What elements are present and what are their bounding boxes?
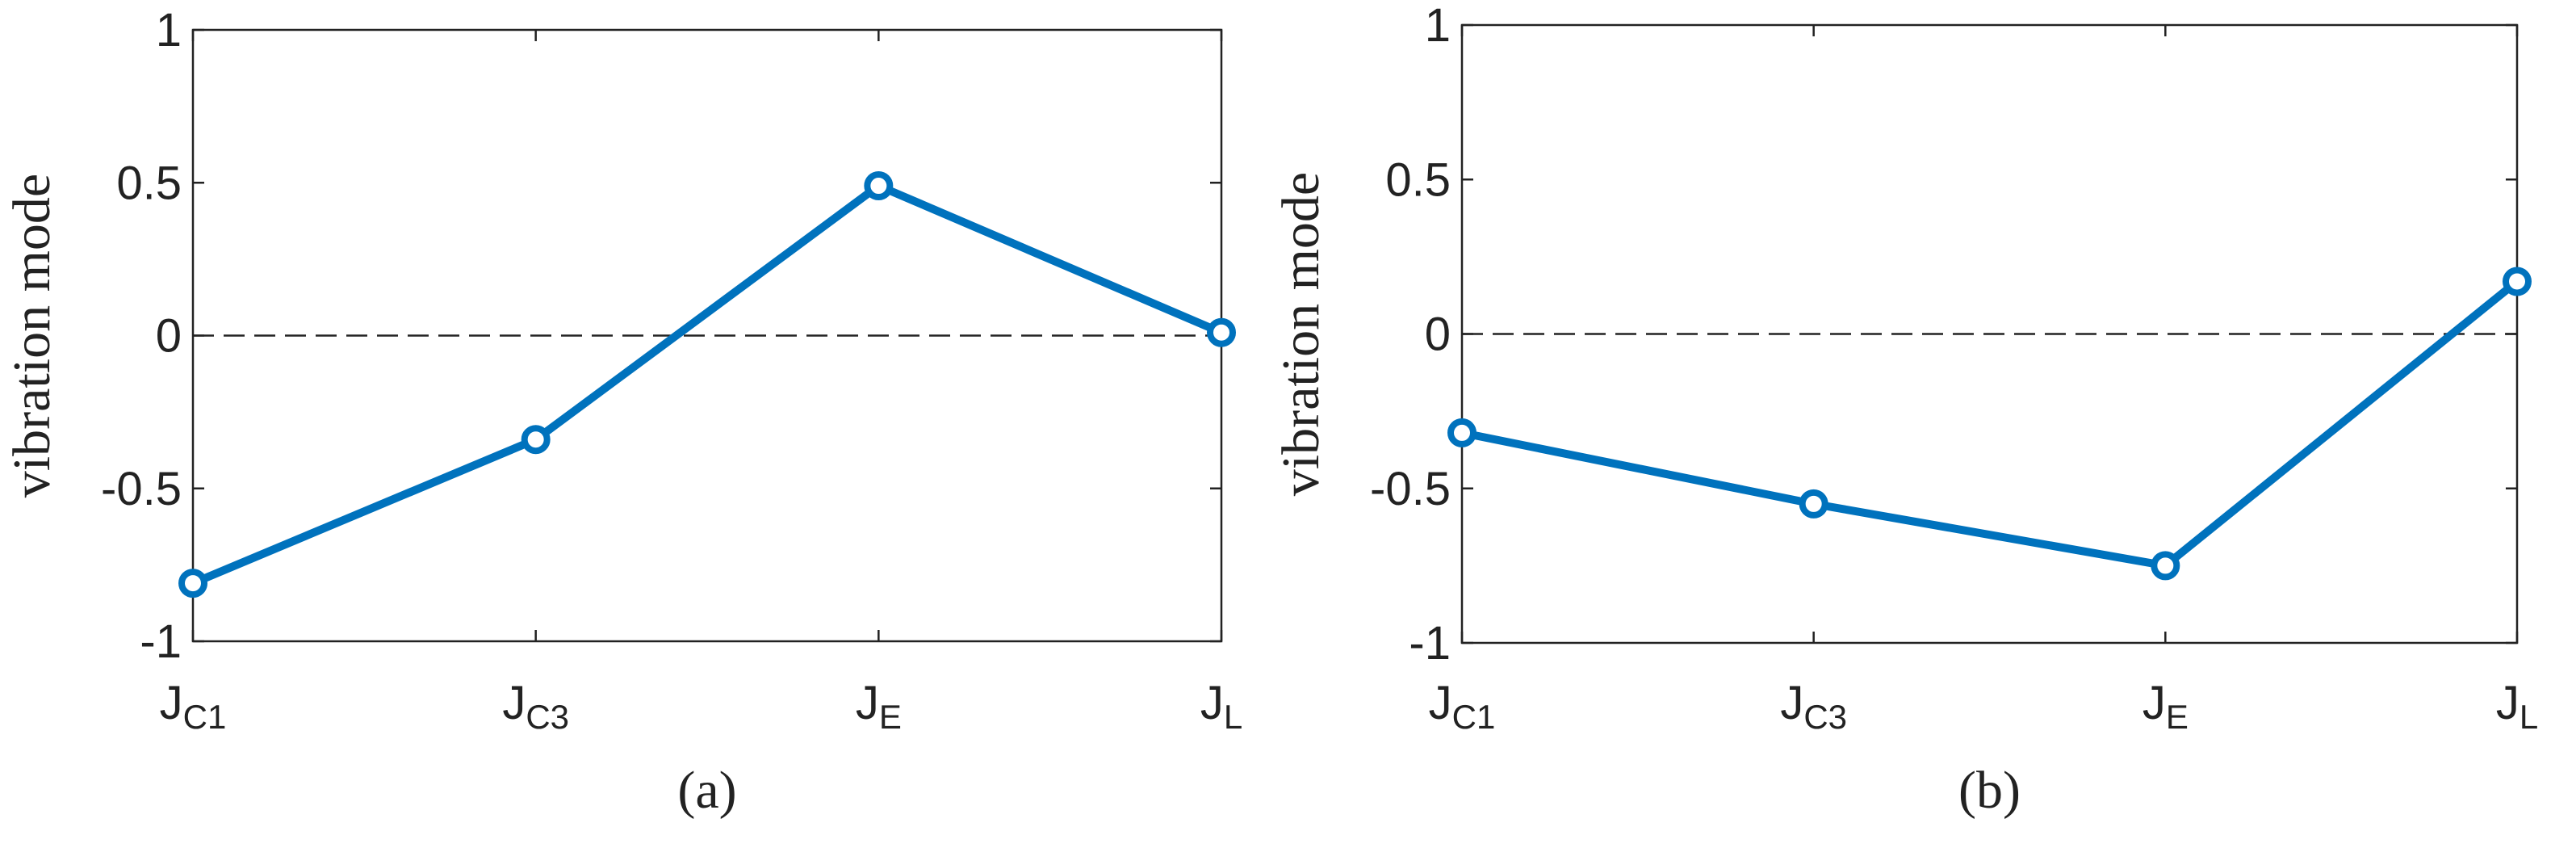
x-tick-label: JC1 [160,677,227,736]
x-tick-label: JE [856,677,902,736]
y-tick-label: 1 [1425,0,1451,52]
data-point [2151,551,2180,581]
data-point [1207,317,1236,347]
y-tick-label: -0.5 [101,463,182,515]
y-tick-label: 0.5 [116,157,182,209]
y-tick-label: -1 [1409,617,1451,670]
y-axis-label: vibration mode [1271,172,1330,496]
y-tick-label: -1 [140,615,182,668]
x-tick-label: JC3 [502,677,569,736]
series-line [1461,278,2520,570]
x-tick-label: JC3 [1780,677,1847,736]
data-point [864,171,894,201]
y-tick-label: 0 [156,310,182,363]
data-point [521,425,551,455]
data-point [178,569,207,598]
y-tick-label: 1 [156,4,182,57]
panel-label: (b) [1958,761,2021,820]
x-tick-label: JE [2142,677,2189,736]
panel-label: (a) [677,761,736,820]
x-tick-label: JC1 [1429,677,1496,736]
y-tick-label: 0.5 [1385,153,1451,206]
x-tick-label: JL [2496,677,2538,736]
data-point [1447,418,1476,447]
data-point [1799,489,1828,519]
series-line [191,182,1223,587]
x-tick-label: JL [1200,677,1242,736]
y-tick-label: -0.5 [1370,463,1451,515]
y-axis-label: vibration mode [2,174,61,498]
data-point [2503,267,2532,296]
y-tick-label: 0 [1425,309,1451,361]
